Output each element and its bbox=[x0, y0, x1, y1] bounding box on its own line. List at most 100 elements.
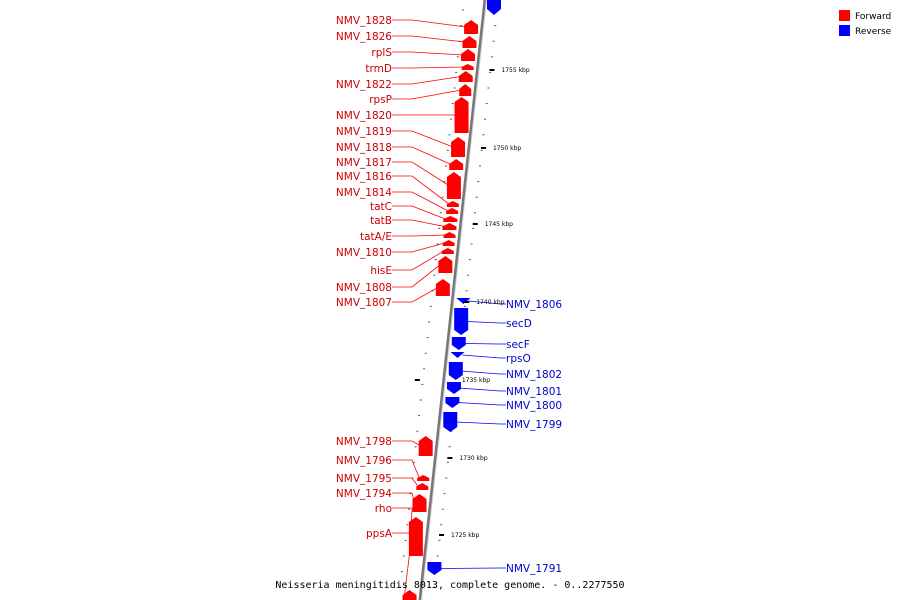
kbp-label: 1745 kbp bbox=[485, 221, 513, 228]
connector-forward bbox=[392, 440, 421, 447]
gene-label-forward: NMV_1822 bbox=[336, 79, 392, 91]
gene-feature-forward bbox=[443, 232, 456, 238]
gene-label-forward: rho bbox=[375, 503, 392, 515]
gene-feature-forward bbox=[443, 216, 458, 222]
gene-label-forward: NMV_1814 bbox=[336, 187, 392, 199]
gene-feature-forward bbox=[449, 159, 464, 170]
gene-feature-forward bbox=[461, 64, 474, 70]
gene-feature-forward bbox=[446, 201, 459, 207]
map-caption: Neisseria meningitidis 8013, complete ge… bbox=[275, 580, 624, 591]
gene-label-forward: NMV_1828 bbox=[336, 15, 392, 27]
connector-forward bbox=[392, 234, 446, 237]
connector-reverse bbox=[468, 300, 506, 305]
gene-label-forward: NMV_1794 bbox=[336, 488, 392, 500]
gene-feature-forward bbox=[458, 71, 473, 82]
gene-label-forward: rpsP bbox=[369, 94, 392, 106]
gene-feature-forward bbox=[446, 172, 461, 199]
gene-feature-reverse bbox=[487, 0, 501, 15]
gene-label-forward: NMV_1819 bbox=[336, 126, 392, 138]
gene-label-forward: NMV_1796 bbox=[336, 455, 392, 467]
gene-label-forward: rplS bbox=[371, 47, 392, 59]
gene-feature-reverse bbox=[451, 337, 466, 350]
gene-label-forward: NMV_1826 bbox=[336, 31, 392, 43]
gene-feature-reverse bbox=[445, 397, 460, 408]
gene-label-forward: NMV_1818 bbox=[336, 142, 392, 154]
connector-forward bbox=[392, 459, 420, 479]
gene-label-reverse: rpsO bbox=[506, 353, 531, 365]
connector-forward bbox=[392, 76, 461, 85]
gene-label-reverse: NMV_1801 bbox=[506, 386, 562, 398]
gene-feature-forward bbox=[442, 240, 455, 246]
gene-feature-forward bbox=[418, 436, 433, 456]
gene-feature-forward bbox=[412, 494, 427, 512]
gene-label-forward: NMV_1820 bbox=[336, 110, 392, 122]
connector-forward bbox=[392, 205, 446, 220]
kbp-label: 1755 kbp bbox=[501, 67, 529, 74]
legend-reverse-label: Reverse bbox=[855, 27, 892, 37]
connector-reverse bbox=[439, 567, 506, 569]
gene-label-reverse: NMV_1791 bbox=[506, 563, 562, 575]
gene-feature-forward bbox=[408, 517, 423, 556]
gene-feature-forward bbox=[464, 20, 479, 34]
gene-feature-reverse bbox=[456, 298, 471, 304]
connector-reverse bbox=[455, 421, 506, 425]
gene-feature-forward bbox=[459, 84, 472, 96]
gene-feature-reverse bbox=[450, 352, 465, 358]
gene-label-forward: trmD bbox=[365, 63, 392, 75]
connector-forward bbox=[392, 161, 450, 186]
gene-feature-forward bbox=[461, 49, 476, 61]
gene-feature-reverse bbox=[454, 308, 469, 335]
gene-label-reverse: NMV_1800 bbox=[506, 400, 562, 412]
connector-reverse bbox=[460, 370, 506, 375]
gene-feature-forward bbox=[462, 36, 477, 48]
gene-feature-forward bbox=[416, 483, 429, 490]
legend: Forward Reverse bbox=[839, 10, 892, 37]
connector-forward bbox=[392, 51, 464, 56]
legend-forward-swatch bbox=[839, 10, 850, 21]
legend-reverse-swatch bbox=[839, 25, 850, 36]
gene-label-forward: ppsA bbox=[366, 528, 393, 540]
connector-reverse bbox=[457, 402, 506, 406]
gene-label-reverse: NMV_1799 bbox=[506, 419, 562, 431]
connector-forward bbox=[392, 191, 449, 212]
genome-backbone bbox=[418, 0, 487, 600]
connector-forward bbox=[392, 477, 419, 487]
connector-forward bbox=[392, 492, 415, 504]
gene-label-forward: NMV_1810 bbox=[336, 247, 392, 259]
gene-feature-forward bbox=[441, 248, 454, 254]
kbp-label: 1730 kbp bbox=[459, 455, 487, 462]
connector-forward bbox=[392, 264, 441, 288]
connector-forward bbox=[392, 89, 462, 100]
gene-label-forward: hisE bbox=[370, 265, 392, 277]
gene-feature-reverse bbox=[443, 412, 458, 432]
connector-forward bbox=[392, 130, 454, 148]
gene-label-forward: tatA/E bbox=[360, 231, 392, 243]
gene-feature-reverse bbox=[427, 562, 442, 575]
gene-features bbox=[402, 0, 501, 600]
gene-feature-forward bbox=[402, 590, 417, 600]
kbp-label: 1740 kbp bbox=[476, 299, 504, 306]
gene-feature-reverse bbox=[446, 382, 461, 394]
gene-label-forward: tatB bbox=[370, 215, 392, 227]
gene-label-forward: NMV_1798 bbox=[336, 436, 392, 448]
gene-label-reverse: NMV_1802 bbox=[506, 369, 562, 381]
gene-feature-reverse bbox=[448, 362, 463, 380]
gene-label-reverse: NMV_1806 bbox=[506, 299, 562, 311]
gene-label-forward: NMV_1807 bbox=[336, 297, 392, 309]
connector-forward bbox=[392, 19, 467, 28]
gene-feature-forward bbox=[446, 208, 459, 214]
connector-reverse bbox=[466, 321, 506, 324]
kbp-ticks: 1755 kbp 1750 kbp 1745 kbp 1740 kbp 1735 kbp… bbox=[414, 67, 530, 539]
gene-feature-forward bbox=[435, 279, 450, 296]
kbp-label: 1750 kbp bbox=[493, 145, 521, 152]
legend-forward-label: Forward bbox=[855, 12, 891, 22]
connector-forward bbox=[392, 287, 439, 303]
genome-backbone-highlight bbox=[421, 0, 487, 600]
gene-feature-forward bbox=[438, 256, 453, 273]
connector-forward bbox=[392, 175, 450, 205]
gene-label-forward: NMV_1816 bbox=[336, 171, 392, 183]
connector-forward bbox=[392, 66, 464, 69]
kbp-label: 1735 kbp bbox=[462, 377, 490, 384]
gene-feature-forward bbox=[454, 97, 469, 133]
